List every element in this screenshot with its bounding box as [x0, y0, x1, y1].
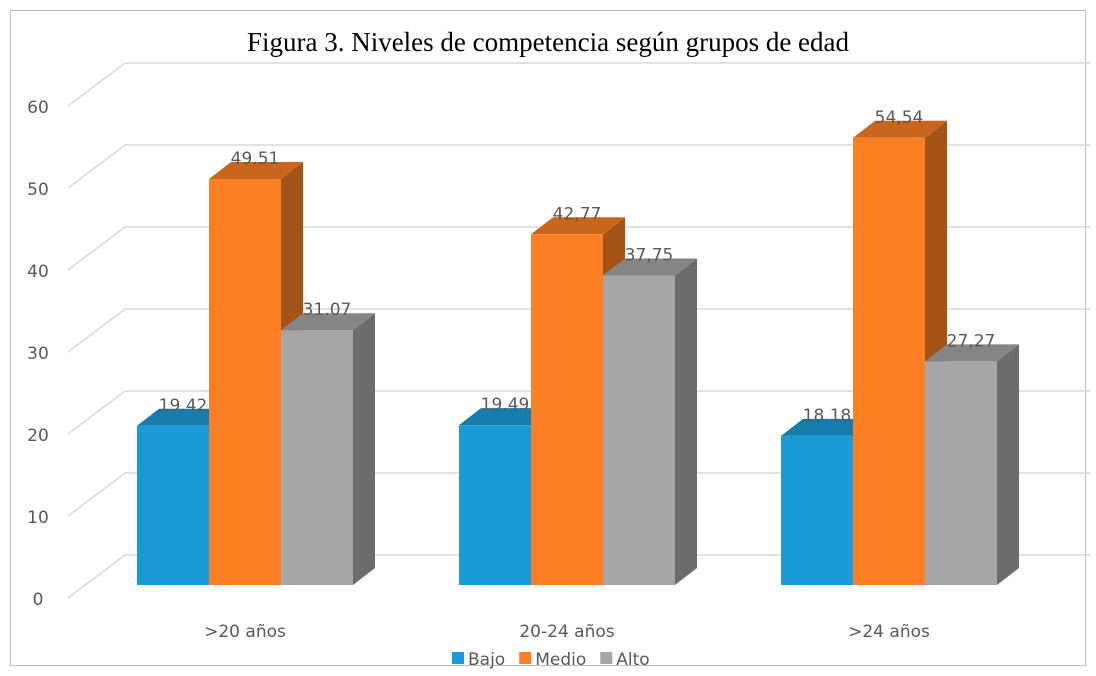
grid-line: [67, 472, 1090, 517]
grid-line: [67, 144, 1090, 189]
bar: [281, 313, 375, 585]
bar-front: [781, 435, 853, 585]
data-label: 42,77: [553, 204, 602, 224]
data-label: 27,27: [947, 331, 996, 351]
data-label: 19.42: [159, 396, 208, 416]
bar-top: [925, 344, 1019, 362]
legend-label: Bajo: [468, 650, 505, 670]
bar-top: [281, 313, 375, 331]
y-tick-label: 40: [27, 262, 49, 282]
bar: [925, 344, 1019, 585]
bar-top: [531, 217, 625, 235]
bar-top: [853, 120, 947, 138]
y-tick-label: 60: [27, 98, 49, 118]
legend-swatch: [452, 652, 464, 664]
grid-line: [67, 308, 1090, 353]
legend-label: Alto: [616, 650, 649, 670]
bar-front: [459, 425, 531, 585]
legend-label: Medio: [535, 650, 586, 670]
grid-line: [67, 390, 1090, 435]
chart-title: Figura 3. Niveles de competencia según g…: [247, 27, 850, 57]
y-tick-label: 10: [27, 508, 49, 528]
bar-side: [675, 258, 697, 585]
x-tick-label: >24 años: [848, 622, 930, 642]
x-tick-label: >20 años: [204, 622, 286, 642]
x-tick-label: 20-24 años: [519, 622, 614, 642]
bar-side: [353, 313, 375, 585]
bar-side: [997, 344, 1019, 585]
grid-line: [67, 226, 1090, 271]
bar-front: [853, 137, 925, 585]
data-label: 19.49: [481, 395, 530, 415]
bar-top: [137, 408, 231, 426]
legend-swatch: [519, 652, 532, 664]
bar-top: [781, 418, 875, 436]
data-label: 31.07: [303, 300, 352, 320]
bar-front: [603, 275, 675, 585]
y-tick-label: 0: [33, 590, 44, 610]
bar-front: [137, 425, 209, 585]
bar-top: [603, 258, 697, 276]
bar-front: [281, 330, 353, 585]
bar-front: [925, 361, 997, 585]
y-tick-label: 50: [27, 180, 49, 200]
bar-top: [209, 162, 303, 180]
bar-front: [531, 234, 603, 585]
data-label: 54,54: [875, 108, 924, 128]
data-label: 37,75: [625, 245, 674, 265]
data-label: 49.51: [231, 149, 280, 169]
bar-front: [209, 179, 281, 585]
grid-line: [67, 554, 1090, 599]
legend-swatch: [600, 652, 613, 664]
bar: [603, 258, 697, 585]
grid-line: [67, 62, 1090, 107]
y-tick-label: 30: [27, 344, 49, 364]
y-tick-label: 20: [27, 426, 49, 446]
data-label: 18.18: [803, 406, 852, 426]
bar-top: [459, 408, 553, 426]
